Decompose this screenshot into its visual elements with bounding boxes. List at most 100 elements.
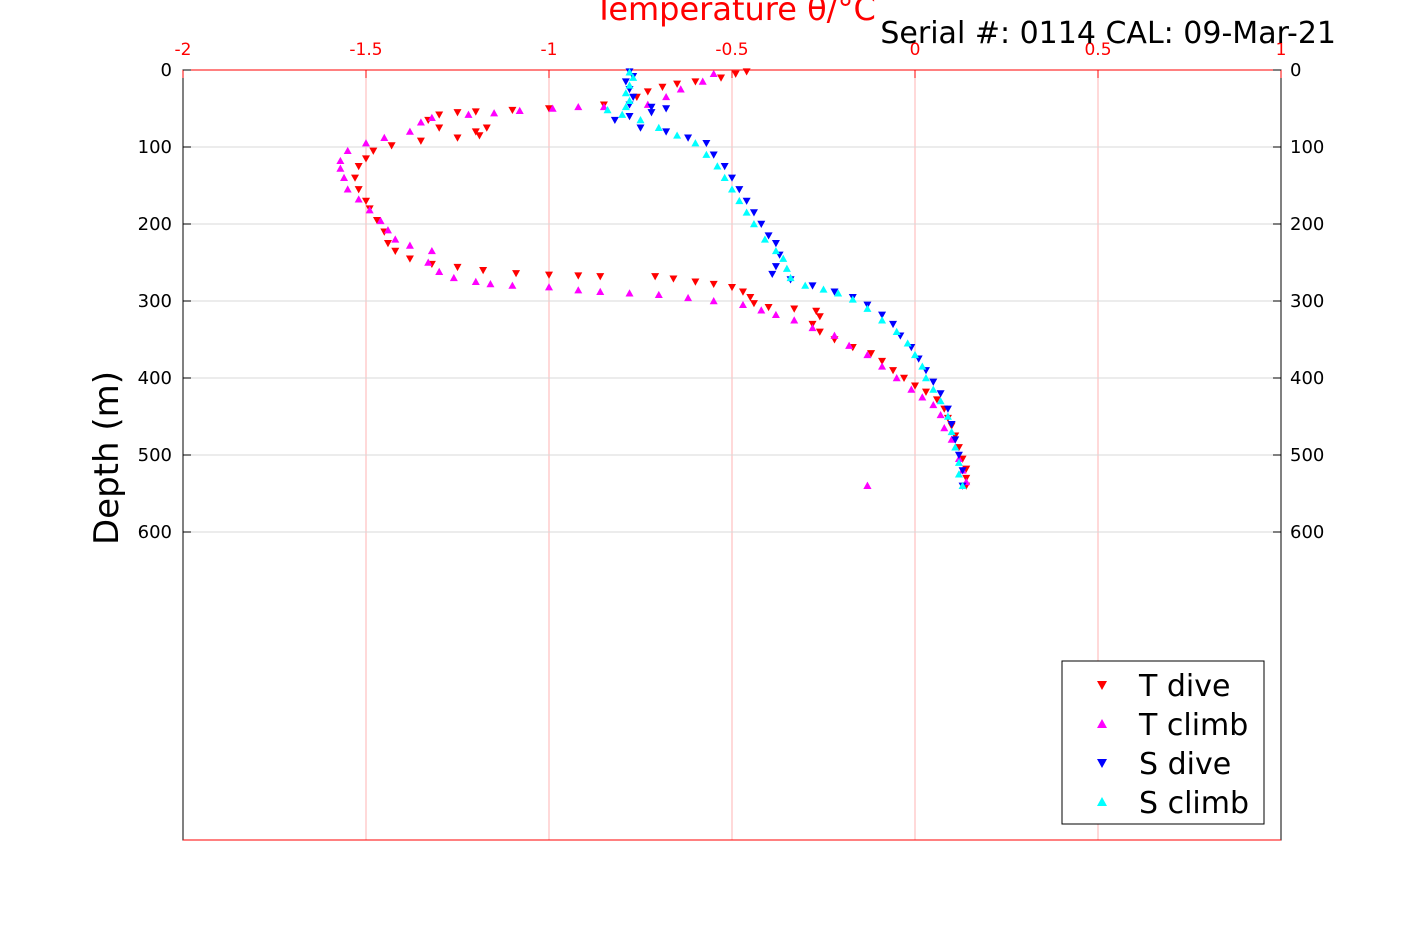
s-dive-point bbox=[958, 467, 967, 475]
t-climb-point bbox=[464, 110, 473, 118]
t-climb-point bbox=[709, 297, 718, 305]
y-tick-label-left: 0 bbox=[161, 60, 172, 81]
s-dive-point bbox=[878, 311, 887, 319]
y-tick-label-left: 200 bbox=[138, 214, 172, 235]
t-dive-point bbox=[574, 272, 583, 280]
t-climb-point bbox=[684, 293, 693, 302]
t-climb-point bbox=[354, 195, 363, 203]
t-climb-point bbox=[790, 316, 799, 324]
t-dive-point bbox=[709, 280, 718, 289]
t-climb-point bbox=[676, 85, 685, 93]
x-tick-label: -1 bbox=[541, 40, 558, 60]
s-climb-point bbox=[782, 264, 791, 272]
y-tick-label-left: 500 bbox=[138, 445, 172, 466]
s-dive-point bbox=[764, 232, 773, 240]
t-dive-point bbox=[643, 88, 652, 96]
t-climb-point bbox=[698, 77, 707, 85]
s-climb-point bbox=[951, 443, 960, 451]
y-tick-label-left: 400 bbox=[138, 368, 172, 389]
s-dive-point bbox=[720, 163, 729, 171]
t-climb-point bbox=[771, 310, 780, 319]
t-dive-point bbox=[372, 216, 381, 225]
t-dive-point bbox=[475, 132, 484, 140]
s-dive-point bbox=[768, 270, 777, 279]
t-climb-point bbox=[424, 258, 433, 266]
t-climb-point bbox=[947, 435, 956, 443]
s-dive-point bbox=[662, 105, 671, 113]
t-climb-point bbox=[449, 273, 458, 282]
t-climb-point bbox=[918, 393, 927, 401]
t-dive-point bbox=[596, 273, 605, 281]
t-dive-point bbox=[453, 109, 462, 117]
t-climb-point bbox=[863, 350, 872, 359]
s-climb-point bbox=[603, 106, 612, 114]
s-climb-point bbox=[720, 173, 729, 181]
s-climb-point bbox=[878, 316, 887, 324]
t-climb-point bbox=[427, 246, 436, 255]
s-dive-point bbox=[771, 263, 780, 271]
s-dive-point bbox=[629, 93, 638, 101]
s-climb-point bbox=[625, 68, 634, 76]
t-climb-point bbox=[863, 481, 872, 489]
s-dive-point bbox=[728, 174, 736, 182]
t-climb-point bbox=[343, 146, 352, 155]
t-climb-point bbox=[709, 69, 718, 78]
t-dive-point bbox=[691, 278, 700, 286]
y-tick-label-right: 300 bbox=[1290, 291, 1324, 312]
s-dive-point bbox=[947, 421, 956, 429]
t-climb-point bbox=[599, 102, 608, 111]
y-tick-label-right: 600 bbox=[1290, 522, 1324, 543]
t-climb-point bbox=[808, 323, 817, 332]
t-climb-point bbox=[907, 385, 916, 393]
s-dive-point bbox=[621, 78, 630, 86]
t-climb-point bbox=[596, 287, 605, 295]
s-dive-point bbox=[749, 209, 758, 217]
t-climb-point bbox=[545, 283, 553, 291]
s-climb-point bbox=[618, 110, 627, 118]
t-climb-point bbox=[376, 216, 385, 225]
s-climb-point bbox=[636, 116, 645, 124]
t-dive-point bbox=[921, 388, 930, 396]
t-climb-point bbox=[515, 106, 524, 115]
s-dive-point bbox=[647, 103, 656, 111]
s-climb-point bbox=[936, 397, 945, 405]
s-climb-point bbox=[629, 73, 638, 81]
s-climb-point bbox=[691, 139, 700, 147]
s-climb-point bbox=[779, 254, 788, 262]
t-climb-point bbox=[405, 241, 414, 249]
y-tick-label-right: 400 bbox=[1290, 368, 1324, 389]
t-dive-point bbox=[958, 455, 967, 463]
s-dive-point bbox=[954, 451, 963, 459]
x-tick-label: -1.5 bbox=[349, 40, 382, 60]
legend-label-t-dive: T dive bbox=[1138, 669, 1230, 704]
s-climb-point bbox=[625, 96, 634, 104]
s-climb-point bbox=[621, 102, 630, 111]
t-dive-point bbox=[691, 78, 700, 86]
t-dive-point bbox=[453, 263, 462, 272]
s-climb-point bbox=[760, 235, 769, 243]
t-dive-point bbox=[658, 83, 667, 91]
t-dive-point bbox=[482, 124, 491, 132]
s-dive-point bbox=[771, 240, 780, 248]
t-dive-point bbox=[391, 247, 400, 255]
legend-label-s-dive: S dive bbox=[1139, 747, 1231, 782]
y-tick-label-right: 200 bbox=[1290, 214, 1324, 235]
s-dive-point bbox=[889, 320, 898, 329]
y-tick-label-right: 0 bbox=[1290, 60, 1301, 81]
x-tick-label: -0.5 bbox=[715, 40, 748, 60]
t-dive-point bbox=[812, 307, 821, 316]
t-dive-point bbox=[512, 270, 521, 278]
y-tick-label-right: 100 bbox=[1290, 137, 1324, 158]
s-dive-point bbox=[636, 124, 645, 132]
data-points bbox=[336, 68, 971, 490]
s-climb-point bbox=[621, 89, 630, 97]
t-dive-point bbox=[911, 382, 919, 390]
s-climb-point bbox=[903, 339, 912, 347]
t-dive-point bbox=[878, 357, 887, 366]
t-dive-point bbox=[738, 288, 747, 296]
t-climb-point bbox=[738, 300, 747, 309]
y-tick-label-left: 300 bbox=[138, 291, 172, 312]
t-climb-point bbox=[757, 306, 766, 314]
x-axis-title: Temperature θ/°C bbox=[593, 0, 876, 28]
